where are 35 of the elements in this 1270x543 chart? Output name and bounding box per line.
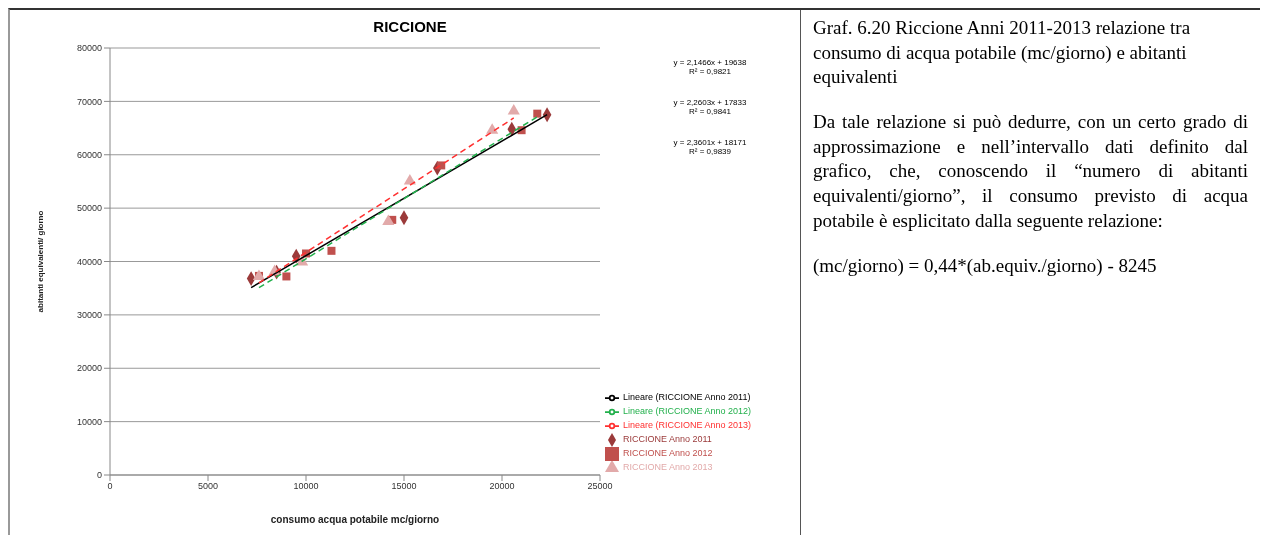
- y-tick-label: 40000: [76, 256, 102, 267]
- text: y = 2,1466x + 19638 R² = 0,9821: [672, 58, 748, 76]
- text: Graf. 6.20 Riccione Anni 2011-2013 relazione tra consumo di acqua potabile (mc/giorno) e abitanti equivalenti: [813, 16, 1192, 90]
- x-tick-label: 0: [107, 481, 113, 492]
- legend-label: RICCIONE Anno 2011: [623, 434, 712, 445]
- y-tick-label: 20000: [76, 363, 102, 374]
- point: [507, 103, 520, 115]
- x-tick-label: 20000: [489, 481, 515, 492]
- y-tick-label: 60000: [76, 149, 102, 160]
- legend-label: Lineare (RICCIONE Anno 2011): [623, 392, 751, 403]
- legend-label: Lineare (RICCIONE Anno 2012): [623, 406, 752, 417]
- x-tick-label: 15000: [391, 481, 417, 492]
- text: y = 2,3601x + 18171 R² = 0,9839: [672, 138, 748, 156]
- y-tick-label: 30000: [76, 310, 102, 321]
- x-tick-label: 5000: [197, 481, 219, 492]
- y-tick-label: 80000: [76, 43, 102, 54]
- point: [282, 272, 291, 281]
- legend-label: RICCIONE Anno 2013: [623, 462, 713, 473]
- text: Da tale relazione si può dedurre, con un certo grado di approssimazione e nell’intervallo dati definito dal grafico, che, conoscendo il “numero di abitanti equivalenti/giorno”, il consumo previsto di acqua potabile è esplicitato dalla seguente relazione:: [813, 110, 1248, 233]
- y-tick-label: 50000: [76, 203, 102, 214]
- y-tick-label: 10000: [76, 416, 102, 427]
- y-tick-label: 0: [96, 470, 102, 481]
- legend-label: RICCIONE Anno 2012: [623, 448, 713, 459]
- x-axis-title: consumo acqua potabile mc/giorno: [270, 514, 440, 525]
- text: (mc/giorno) = 0,44*(ab.equiv./giorno) - 8245: [813, 253, 1158, 278]
- text: y = 2,2603x + 17833 R² = 0,9841: [672, 98, 748, 116]
- chart-title: RICCIONE: [372, 18, 448, 35]
- point: [327, 246, 336, 255]
- point: [533, 109, 542, 118]
- legend-label: Lineare (RICCIONE Anno 2013): [623, 420, 752, 431]
- x-tick-label: 10000: [293, 481, 319, 492]
- point: [382, 214, 395, 225]
- y-tick-label: 70000: [76, 96, 102, 107]
- y-axis-title: abitanti equivalenti/ giorno: [35, 210, 45, 313]
- x-tick-label: 25000: [587, 481, 613, 492]
